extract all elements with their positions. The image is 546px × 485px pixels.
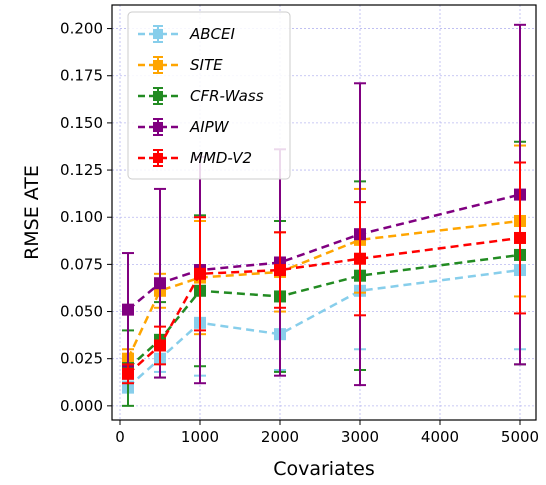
data-point <box>154 277 166 290</box>
series-line <box>127 193 521 311</box>
data-point <box>354 252 366 265</box>
x-tick-label: 0 <box>115 428 125 446</box>
legend-swatch-marker <box>153 122 163 132</box>
series-line <box>127 236 521 375</box>
series-line <box>126 219 521 360</box>
legend-swatch-marker <box>153 60 163 70</box>
x-axis-label: Covariates <box>273 458 375 480</box>
y-tick-label: 0.050 <box>60 303 103 321</box>
legend-item: MMD-V2 <box>138 149 252 167</box>
series-line <box>127 268 521 388</box>
y-tick-label: 0.000 <box>60 397 103 415</box>
series-mmd-v2 <box>122 161 526 385</box>
y-tick-label: 0.025 <box>60 350 103 368</box>
legend: ABCEI SITE CFR-Wass AIPW MMD-V2 <box>127 11 291 180</box>
legend-item: CFR-Wass <box>138 87 264 105</box>
y-tick-label: 0.100 <box>60 208 103 226</box>
legend-item: AIPW <box>138 118 230 136</box>
data-point <box>274 264 286 277</box>
legend-label: SITE <box>190 56 223 74</box>
y-tick-label: 0.200 <box>60 20 103 38</box>
y-tick-label: 0.175 <box>60 67 103 85</box>
legend-swatch-marker <box>153 153 163 163</box>
y-axis-label: RMSE ATE <box>21 165 43 260</box>
x-tick-label: 5000 <box>501 428 539 446</box>
legend-label: ABCEI <box>189 25 236 43</box>
data-point <box>122 367 134 380</box>
y-tick-label: 0.075 <box>60 255 103 273</box>
y-tick-label: 0.150 <box>60 114 103 132</box>
x-tick-label: 4000 <box>421 428 459 446</box>
data-point <box>194 267 206 280</box>
legend-swatch-marker <box>153 91 163 101</box>
legend-label: AIPW <box>189 118 230 136</box>
data-point <box>154 339 166 352</box>
series-layer <box>122 23 526 407</box>
legend-item: SITE <box>138 56 223 74</box>
series-line <box>127 253 521 370</box>
data-point <box>514 231 526 244</box>
x-tick-label: 3000 <box>341 428 379 446</box>
legend-label: MMD-V2 <box>190 149 252 167</box>
ticks: 0 1000 2000 3000 4000 5000 0.000 0.025 0.050 0.07… <box>60 20 539 446</box>
legend-swatch-marker <box>153 29 163 39</box>
y-tick-label: 0.125 <box>60 161 103 179</box>
x-tick-label: 1000 <box>181 428 219 446</box>
x-tick-label: 2000 <box>261 428 299 446</box>
legend-label: CFR-Wass <box>190 87 264 105</box>
data-point <box>122 303 134 316</box>
plot-frame <box>111 4 537 421</box>
legend-item: ABCEI <box>138 25 236 43</box>
legend-box <box>127 11 291 180</box>
